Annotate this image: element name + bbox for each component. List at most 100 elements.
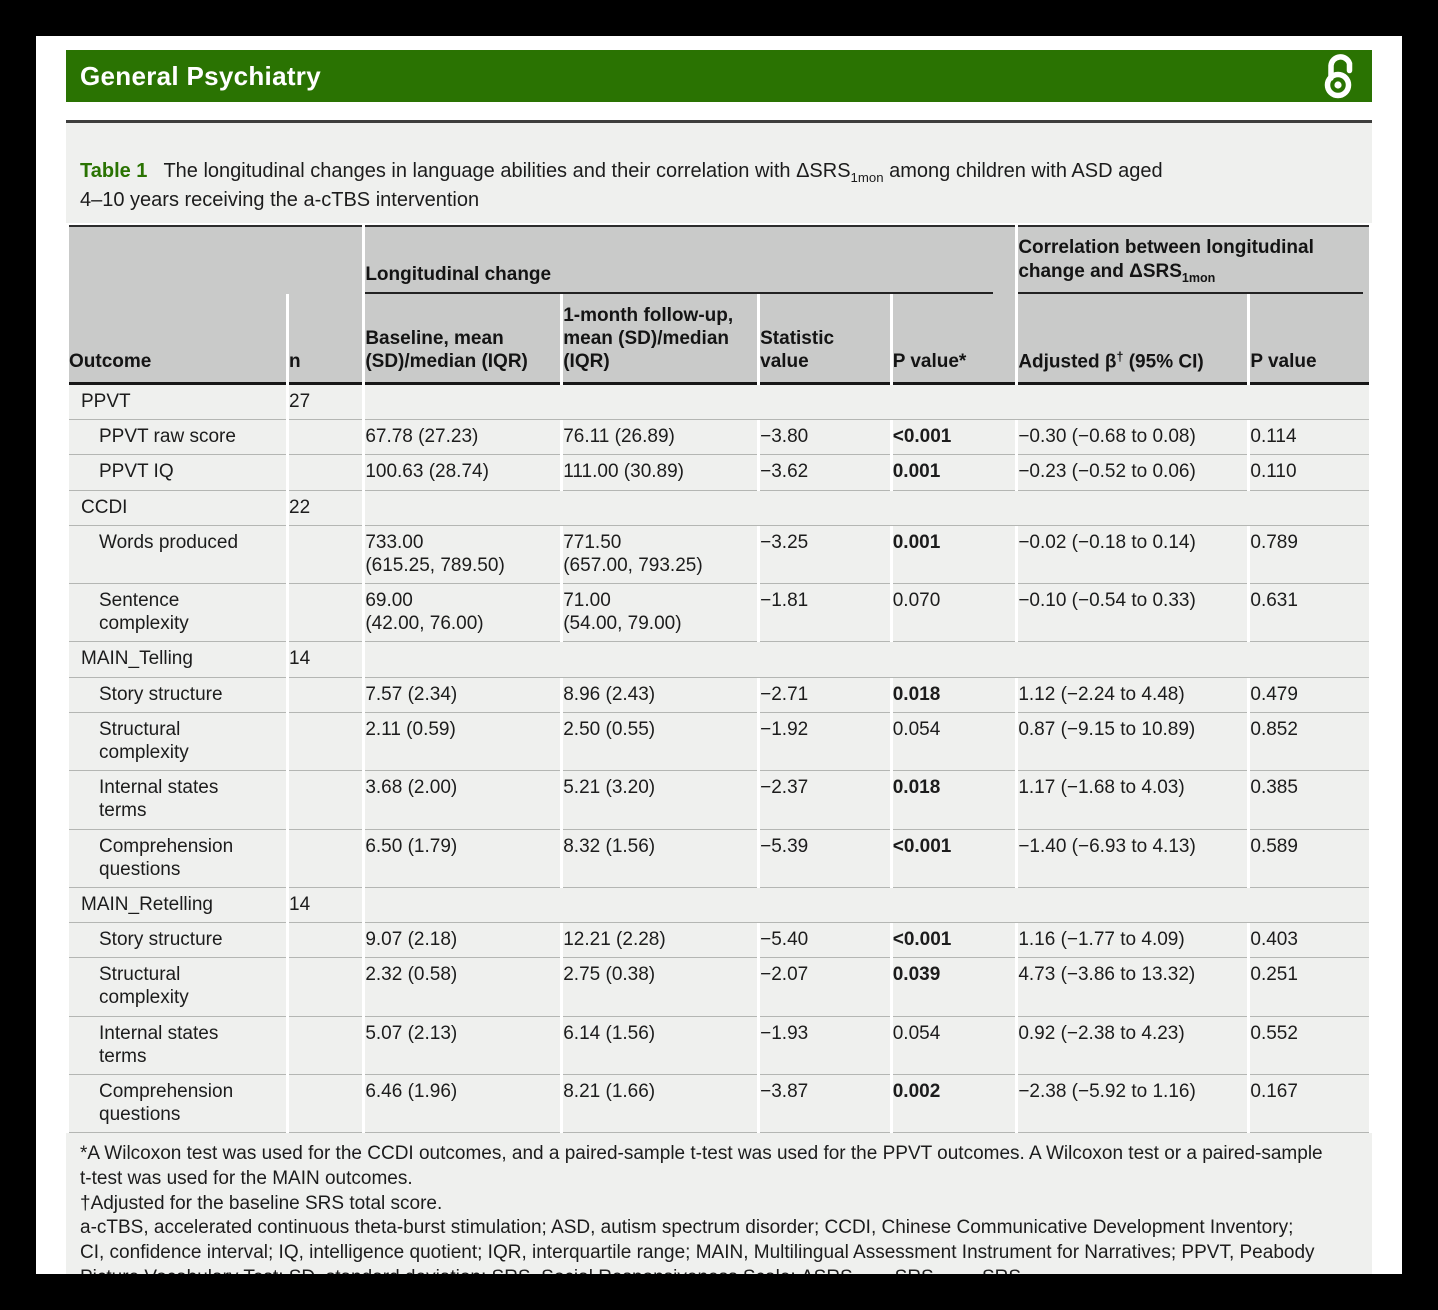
footnote-adjusted: †Adjusted for the baseline SRS total sco… [80, 1192, 443, 1214]
outcome-cell: Comprehension questions [69, 1074, 286, 1134]
table-caption-text: The longitudinal changes in language abi… [163, 159, 851, 182]
p-value2-cell: 0.114 [1250, 420, 1369, 456]
p-value-cell: 0.018 [892, 677, 1016, 713]
table-row: PPVT raw score 67.78 (27.23) 76.11 (26.8… [69, 420, 1369, 456]
table-caption-text-end: among children with ASD aged 4–10 years … [80, 159, 1163, 211]
col-statistic: Statistic value [760, 293, 890, 386]
n-cell [289, 829, 363, 888]
table-row: Story structure 7.57 (2.34) 8.96 (2.43) … [69, 677, 1369, 713]
group-header-correlation: Correlation between longitudinal change … [1018, 225, 1369, 294]
outcome-cell: PPVT raw score [69, 420, 286, 456]
adjusted-beta-cell: −2.38 (−5.92 to 1.16) [1018, 1074, 1248, 1134]
followup-cell: 2.75 (0.38) [563, 958, 758, 1017]
baseline-cell: 67.78 (27.23) [365, 420, 561, 456]
outcome-cell: CCDI [69, 490, 286, 526]
outcome-cell: Internal states terms [69, 771, 286, 830]
baseline-cell: 3.68 (2.00) [365, 771, 561, 830]
table-head: Longitudinal change Correlation between … [69, 225, 1369, 386]
table-row: Structural complexity 2.32 (0.58) 2.75 (… [69, 958, 1369, 1017]
adjusted-beta-cell: −1.40 (−6.93 to 4.13) [1018, 829, 1248, 888]
followup-cell: 771.50 (657.00, 793.25) [563, 525, 758, 585]
p-value-cell: 0.039 [892, 958, 1016, 1017]
baseline-cell: 100.63 (28.74) [365, 455, 561, 491]
col-followup: 1-month follow-up, mean (SD)/median (IQR… [563, 293, 758, 386]
baseline-cell: 2.32 (0.58) [365, 958, 561, 1017]
p-value-cell: 0.070 [892, 584, 1016, 643]
adjusted-beta-cell: 4.73 (−3.86 to 13.32) [1018, 958, 1248, 1017]
p-value2-cell: 0.385 [1250, 771, 1369, 830]
group-header-row: Longitudinal change Correlation between … [69, 225, 1369, 294]
adjusted-beta-cell: −0.02 (−0.18 to 0.14) [1018, 525, 1248, 585]
beta-dagger-superscript: † [1116, 349, 1124, 364]
adjusted-beta-cell: 0.92 (−2.38 to 4.23) [1018, 1016, 1248, 1075]
p-value-cell: 0.002 [892, 1074, 1016, 1134]
page-content: General Psychiatry Table 1 The longitudin… [36, 36, 1402, 1274]
p-value2-cell: 0.251 [1250, 958, 1369, 1017]
n-cell [289, 455, 363, 491]
outcome-cell: Sentence complexity [69, 584, 286, 643]
p-value2-cell: 0.852 [1250, 712, 1369, 772]
outcome-cell: Story structure [69, 923, 286, 959]
baseline-cell: 2.11 (0.59) [365, 712, 561, 772]
statistic-cell: −3.80 [760, 420, 890, 456]
spacer-cell [365, 887, 1369, 924]
results-table: Longitudinal change Correlation between … [66, 225, 1372, 1134]
table-row-group-main-retelling: MAIN_Retelling 14 [69, 887, 1369, 924]
p-value2-cell: 0.479 [1250, 677, 1369, 713]
followup-cell: 71.00 (54.00, 79.00) [563, 584, 758, 643]
statistic-cell: −5.39 [760, 829, 890, 888]
p-value2-cell: 0.631 [1250, 584, 1369, 643]
followup-cell: 2.50 (0.55) [563, 712, 758, 772]
journal-title: General Psychiatry [80, 60, 321, 91]
p-value-cell: 0.054 [892, 1016, 1016, 1075]
table-footnotes: *A Wilcoxon test was used for the CCDI o… [66, 1133, 1372, 1274]
outcome-cell: Internal states terms [69, 1016, 286, 1075]
p-value-cell: <0.001 [892, 420, 1016, 456]
n-cell [289, 923, 363, 959]
statistic-cell: −3.25 [760, 525, 890, 585]
col-outcome: Outcome [69, 293, 286, 386]
n-cell: 27 [289, 385, 363, 421]
col-n: n [289, 293, 363, 386]
correlation-subscript: 1mon [1181, 270, 1216, 285]
baseline-cell: 7.57 (2.34) [365, 677, 561, 713]
table-caption: Table 1 The longitudinal changes in langu… [66, 120, 1372, 224]
p-value2-cell: 0.110 [1250, 455, 1369, 491]
group-header-spacer [69, 225, 363, 294]
table-row-group-main-telling: MAIN_Telling 14 [69, 642, 1369, 678]
baseline-cell: 9.07 (2.18) [365, 923, 561, 959]
followup-cell: 5.21 (3.20) [563, 771, 758, 830]
followup-cell: 8.96 (2.43) [563, 677, 758, 713]
p-value2-cell: 0.589 [1250, 829, 1369, 888]
open-access-icon [1318, 53, 1358, 99]
p-value-cell: 0.001 [892, 525, 1016, 585]
col-baseline: Baseline, mean (SD)/median (IQR) [365, 293, 561, 386]
statistic-cell: −2.37 [760, 771, 890, 830]
adjusted-beta-cell: 1.17 (−1.68 to 4.03) [1018, 771, 1248, 830]
p-value-cell: 0.001 [892, 455, 1016, 491]
n-cell [289, 1016, 363, 1075]
p-value2-cell: 0.789 [1250, 525, 1369, 585]
statistic-cell: −1.81 [760, 584, 890, 643]
followup-cell: 6.14 (1.56) [563, 1016, 758, 1075]
table-caption-label: Table 1 [80, 159, 148, 182]
adjusted-beta-cell: −0.23 (−0.52 to 0.06) [1018, 455, 1248, 491]
table-body: PPVT 27 PPVT raw score 67.78 (27.23) 76.… [69, 385, 1369, 1134]
table-row: Structural complexity 2.11 (0.59) 2.50 (… [69, 712, 1369, 772]
table-row: PPVT IQ 100.63 (28.74) 111.00 (30.89) −3… [69, 455, 1369, 491]
n-cell: 14 [289, 887, 363, 924]
n-cell [289, 1074, 363, 1134]
adjusted-beta-cell: 1.16 (−1.77 to 4.09) [1018, 923, 1248, 959]
statistic-cell: −3.87 [760, 1074, 890, 1134]
table-row: Comprehension questions 6.50 (1.79) 8.32… [69, 829, 1369, 888]
outcome-cell: MAIN_Telling [69, 642, 286, 678]
table-row: Comprehension questions 6.46 (1.96) 8.21… [69, 1074, 1369, 1134]
outcome-cell: Words produced [69, 525, 286, 585]
outcome-cell: Comprehension questions [69, 829, 286, 888]
n-cell [289, 525, 363, 585]
col-p-value-star: P value* [892, 293, 1016, 386]
article-page: General Psychiatry Table 1 The longitudin… [36, 36, 1402, 1274]
p-value-cell: 0.054 [892, 712, 1016, 772]
n-cell: 22 [289, 490, 363, 526]
